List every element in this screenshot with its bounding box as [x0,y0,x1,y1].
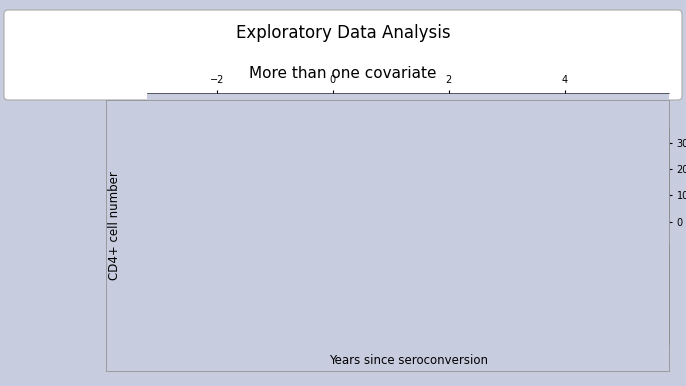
Text: Age: Age [530,114,551,124]
Text: Years since seroconversion: Years since seroconversion [329,354,488,367]
Bar [147,222,224,243]
Text: More than one covariate: More than one covariate [249,66,437,81]
FancyBboxPatch shape [4,10,682,100]
Text: Exploratory Data Analysis: Exploratory Data Analysis [236,24,450,42]
Bar [307,108,405,129]
Text: CD4+ cell number: CD4+ cell number [108,171,121,280]
Bar [412,222,458,243]
Text: Age: Age [265,228,287,237]
Text: Age: Age [530,228,551,237]
Text: Age: Age [265,114,287,124]
Bar [514,108,669,129]
